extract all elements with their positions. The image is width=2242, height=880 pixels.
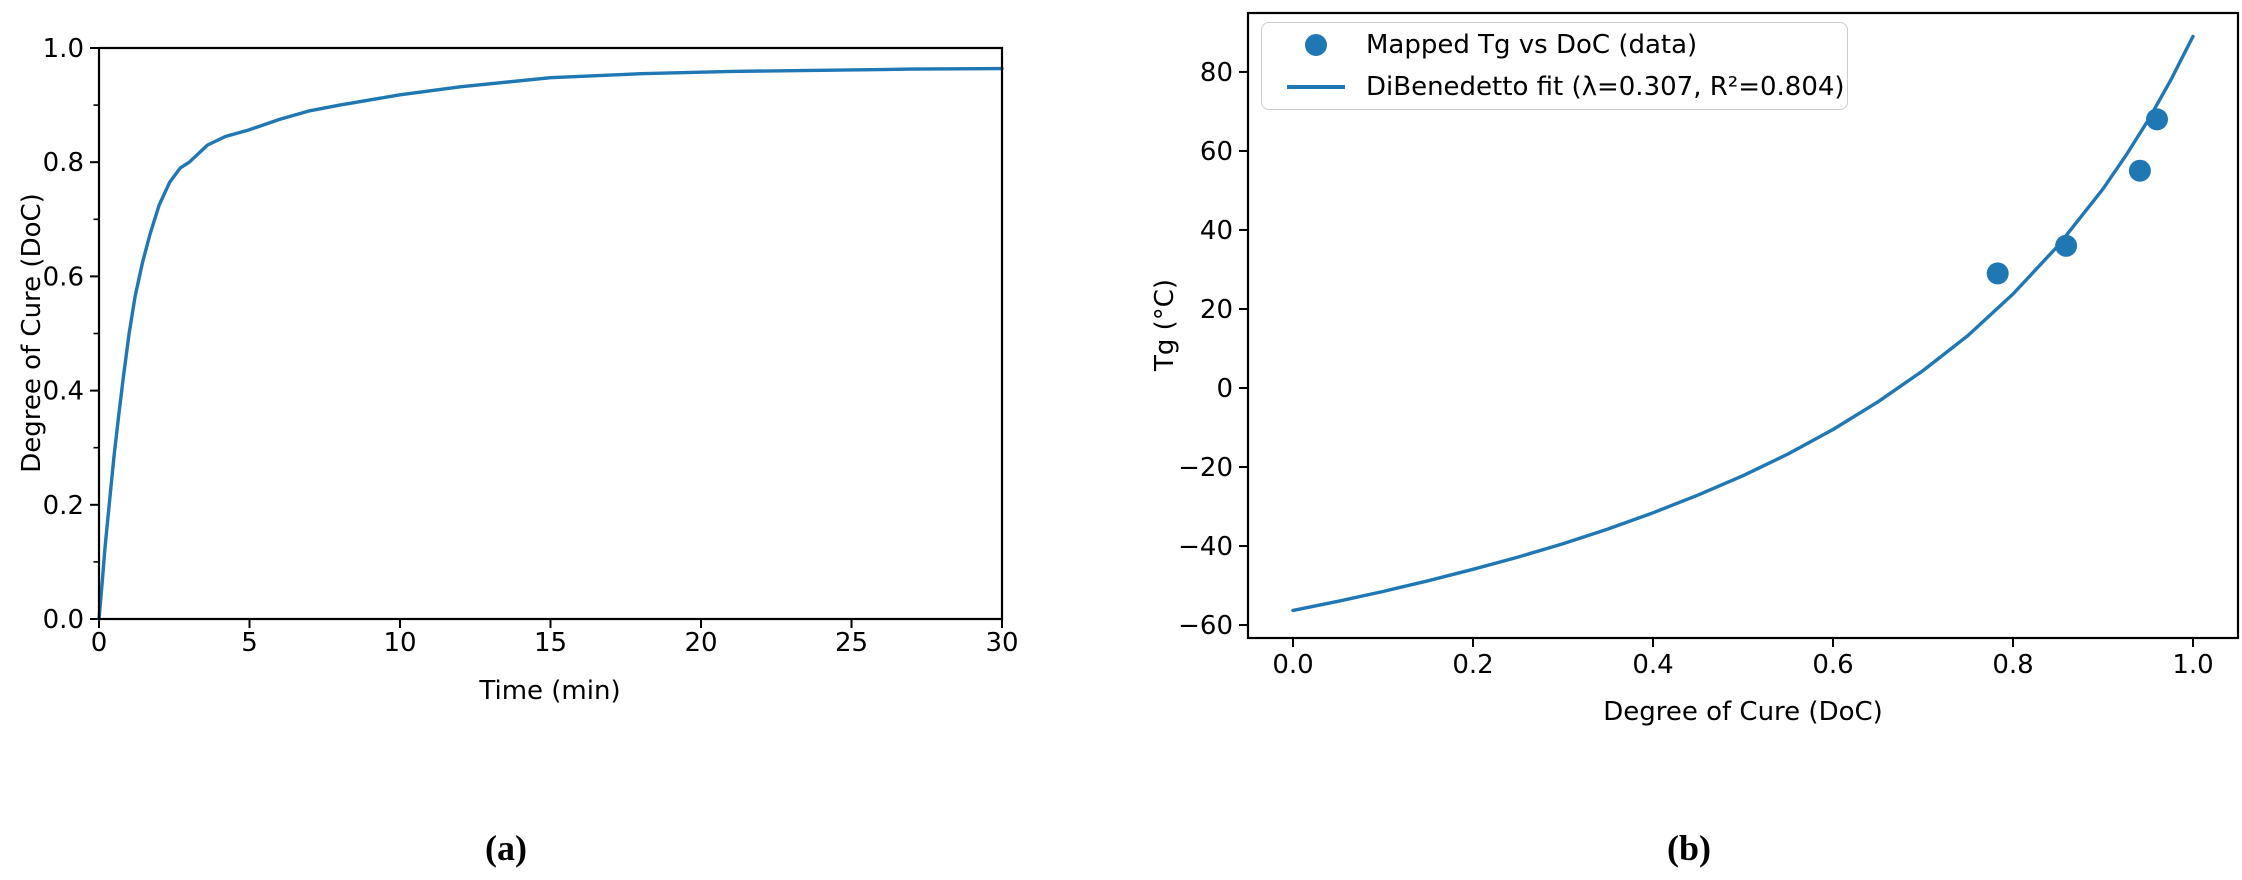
legend-entry-label: Mapped Tg vs DoC (data) — [1366, 30, 1698, 61]
y-tick-label: 0.6 — [43, 262, 84, 292]
y-tick-label: 0.4 — [43, 377, 84, 407]
legend-entry-fit: DiBenedetto fit (λ=0.307, R²=0.804) — [1262, 68, 1847, 106]
data-point — [1986, 262, 2009, 285]
y-tick-label: −20 — [1178, 453, 1233, 483]
data-point — [2146, 108, 2168, 131]
chart-b-y-axis-label: Tg (°C) — [1150, 278, 1180, 372]
y-tick-label: −40 — [1178, 532, 1233, 562]
chart-tg-vs-doc: 0.0 0.2 0.4 0.6 0.8 1.0 −60 −40 −20 0 20 40 60 80 — [1178, 11, 2240, 680]
legend-entry-label: DiBenedetto fit (λ=0.307, R²=0.804) — [1366, 71, 1845, 102]
data-point — [2128, 159, 2151, 182]
x-tick-label: 25 — [835, 628, 868, 658]
degree-of-cure-curve — [97, 66, 1004, 621]
y-tick-label: 1.0 — [43, 34, 84, 64]
y-tick-label: 20 — [1200, 295, 1233, 325]
y-tick-label: 0 — [1216, 374, 1233, 404]
x-tick-label: 10 — [383, 628, 416, 658]
chart-a-y-axis-label: Degree of Cure (DoC) — [17, 193, 47, 473]
y-tick-label: 40 — [1200, 216, 1233, 246]
x-axis-ticks: 0 5 10 15 20 25 30 — [91, 619, 1019, 658]
y-tick-label: 0.0 — [43, 605, 84, 635]
x-tick-label: 20 — [684, 628, 717, 658]
chart-cure-vs-time: 0 5 10 15 20 25 30 0.0 0.2 0.4 0.6 0.8 1.0 — [43, 34, 1019, 658]
dibenedetto-fit-curve — [1291, 34, 2195, 613]
chart-a-x-axis-label: Time (min) — [479, 676, 621, 706]
y-tick-label: 60 — [1200, 137, 1233, 167]
x-tick-label: 0 — [91, 628, 108, 658]
x-tick-label: 15 — [534, 628, 567, 658]
legend-entry-data: Mapped Tg vs DoC (data) — [1262, 26, 1847, 64]
y-tick-label: 80 — [1200, 58, 1233, 88]
x-tick-label: 30 — [985, 628, 1018, 658]
chart-b-legend: Mapped Tg vs DoC (data) DiBenedetto fit … — [1261, 22, 1848, 110]
data-point — [2055, 234, 2078, 257]
y-tick-label: 0.2 — [43, 491, 84, 521]
plot-spines — [1246, 11, 2240, 640]
plot-spines — [97, 46, 1004, 621]
x-tick-label: 0.6 — [1812, 650, 1853, 680]
x-axis-ticks: 0.0 0.2 0.4 0.6 0.8 1.0 — [1272, 638, 2214, 680]
caption-a: (a) — [485, 828, 527, 868]
y-axis-ticks: −60 −40 −20 0 20 40 60 80 — [1178, 58, 1248, 641]
x-tick-label: 1.0 — [2172, 650, 2213, 680]
y-axis-ticks: 0.0 0.2 0.4 0.6 0.8 1.0 — [43, 34, 99, 635]
scatter-marker-icon — [1286, 34, 1346, 57]
fit-line-icon — [1286, 84, 1346, 89]
x-tick-label: 0.2 — [1452, 650, 1493, 680]
mapped-tg-vs-doc-points — [1986, 108, 2168, 285]
x-tick-label: 0.0 — [1272, 650, 1313, 680]
x-tick-label: 0.8 — [1992, 650, 2033, 680]
y-tick-label: −60 — [1178, 611, 1233, 641]
x-tick-label: 0.4 — [1632, 650, 1673, 680]
x-tick-label: 5 — [241, 628, 258, 658]
y-tick-label: 0.8 — [43, 148, 84, 178]
chart-b-x-axis-label: Degree of Cure (DoC) — [1603, 697, 1883, 727]
caption-b: (b) — [1667, 828, 1711, 868]
